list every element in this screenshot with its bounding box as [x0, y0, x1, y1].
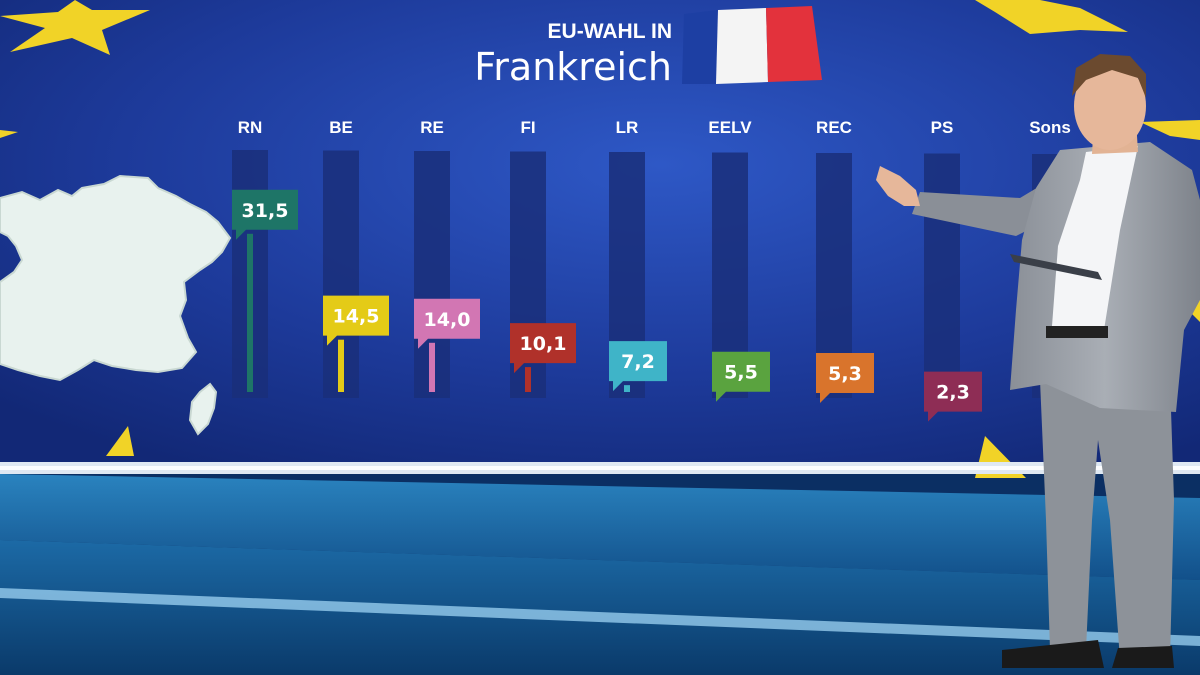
bar-stick	[429, 342, 435, 392]
studio-ledge	[0, 474, 1200, 580]
category-label: RE	[420, 118, 444, 137]
value-tag	[510, 323, 576, 374]
corsica-map	[188, 382, 218, 436]
studio-floor	[0, 540, 1200, 675]
value-tag	[232, 189, 298, 240]
category-label: PS	[931, 118, 954, 137]
eu-stars	[0, 0, 1200, 478]
star-icon	[0, 130, 18, 138]
presenter	[876, 54, 1200, 668]
category-label: BE	[329, 118, 353, 137]
bar-stick	[247, 233, 253, 392]
wall-light-line	[0, 466, 1200, 470]
value-label: 5,5	[724, 362, 758, 384]
category-label: REC	[816, 118, 852, 137]
value-tag	[414, 298, 480, 349]
category-label: LR	[616, 118, 639, 137]
value-label: 7,2	[621, 351, 655, 373]
presenter-arm	[912, 180, 1060, 236]
presenter-shoes	[1002, 640, 1174, 668]
value-label: 14,0	[424, 309, 471, 331]
header-line1: EU-WAHL IN	[548, 20, 672, 43]
value-label: 5,3	[828, 363, 862, 385]
bar-column	[924, 153, 960, 398]
presenter-head	[1074, 62, 1146, 150]
value-tag	[323, 295, 389, 346]
value-label: 10,1	[520, 333, 567, 355]
value-label: 31,5	[242, 200, 289, 222]
presenter-hair	[1072, 54, 1146, 98]
presenter-hand	[876, 166, 920, 206]
value-tag	[816, 352, 874, 403]
value-tag	[924, 371, 982, 422]
france-map	[0, 174, 232, 382]
value-tag	[609, 341, 667, 392]
presenter-shirt	[1052, 146, 1138, 330]
value-tag	[712, 351, 770, 402]
category-label: EELV	[708, 118, 752, 137]
presenter-tablet	[1010, 254, 1102, 280]
star-icon	[106, 426, 134, 456]
bar-stick	[624, 385, 630, 392]
presenter-belt	[1046, 326, 1108, 338]
bar-stick	[338, 339, 344, 392]
presenter-legs	[1040, 380, 1174, 660]
star-icon	[0, 0, 150, 55]
bar-stick	[525, 367, 531, 392]
category-label: RN	[238, 118, 263, 137]
star-icon	[975, 0, 1128, 34]
page-title: Frankreich	[474, 45, 672, 89]
star-icon	[1140, 120, 1200, 140]
flag-france-icon	[682, 6, 822, 84]
category-label: Sons	[1029, 118, 1071, 137]
value-label: 2,3	[936, 382, 970, 404]
floor-light-stripe	[0, 588, 1200, 646]
value-label: 14,5	[333, 306, 380, 328]
category-label: FI	[520, 118, 535, 137]
